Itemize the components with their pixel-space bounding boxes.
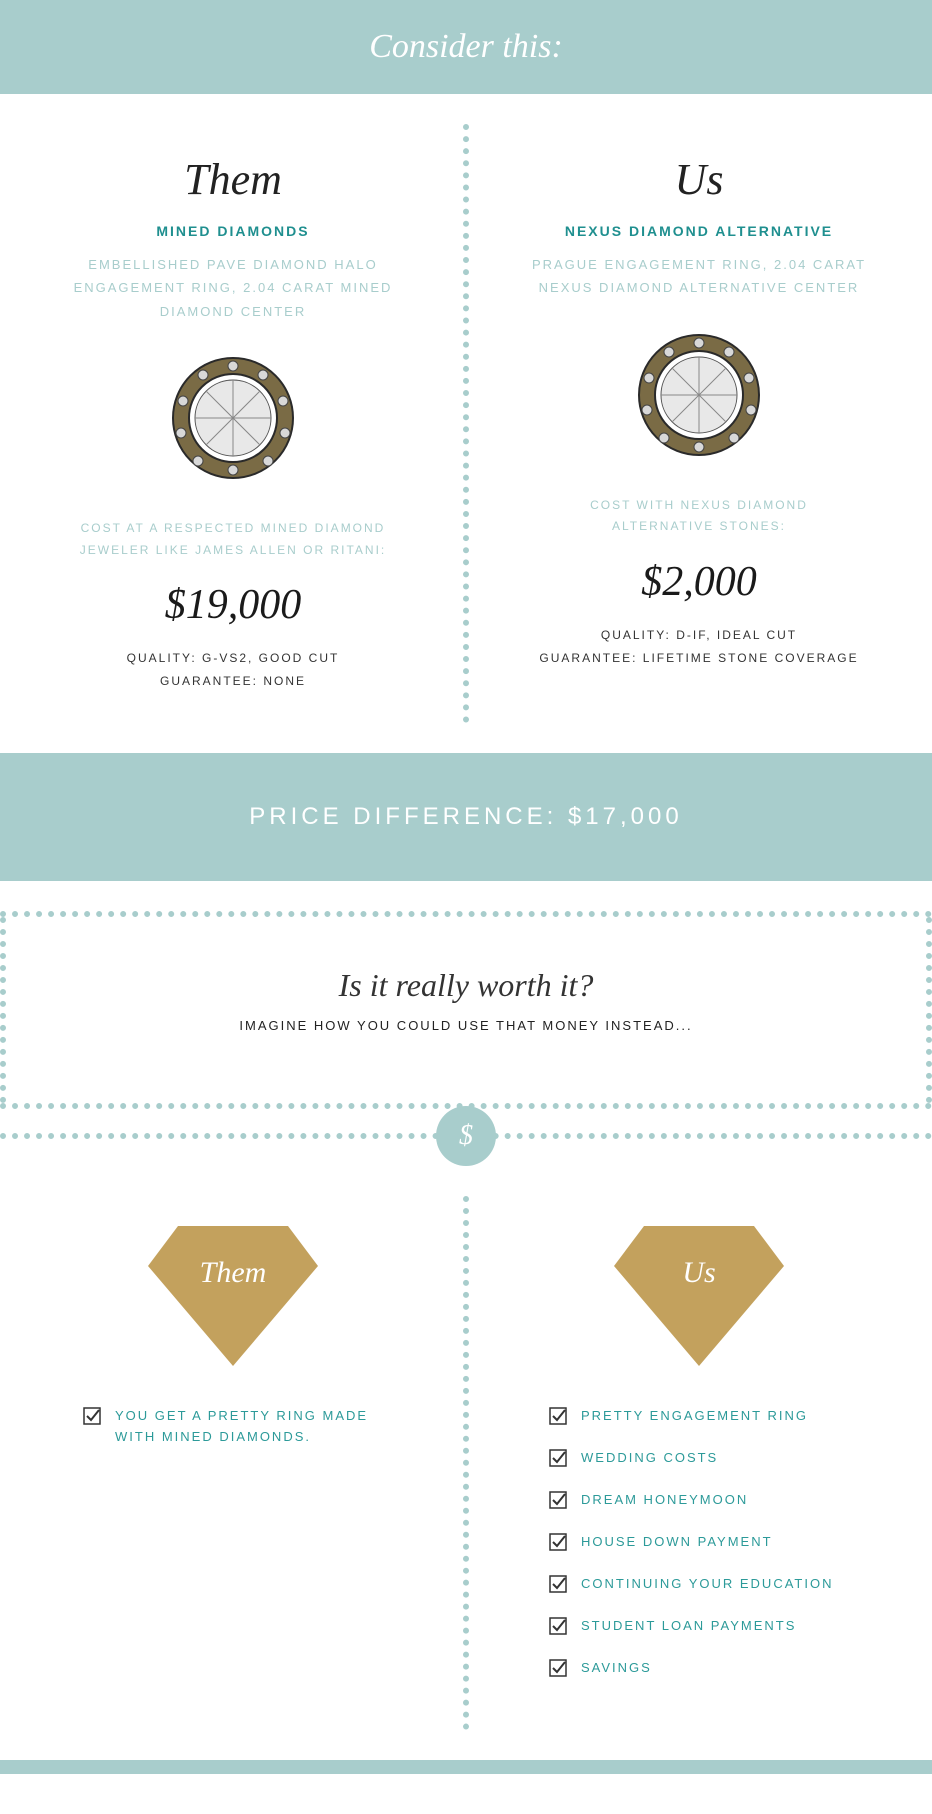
footer-bar [0, 1760, 932, 1774]
us-quality: QUALITY: D-IF, IDEAL CUT [516, 624, 882, 647]
list-item: DREAM HONEYMOON [549, 1490, 849, 1514]
list-item-text: WEDDING COSTS [581, 1448, 718, 1469]
list-item: PRETTY ENGAGEMENT RING [549, 1406, 849, 1430]
them-benefits-column: Them YOU GET A PRETTY RING MADE WITH MIN… [0, 1206, 466, 1700]
list-item: WEDDING COSTS [549, 1448, 849, 1472]
list-item-text: SAVINGS [581, 1658, 652, 1679]
us-guarantee: GUARANTEE: LIFETIME STONE COVERAGE [516, 647, 882, 670]
diamond-icon: Them [148, 1226, 318, 1366]
them-desc: EMBELLISHED PAVE DIAMOND HALO ENGAGEMENT… [63, 253, 403, 323]
checkbox-icon [549, 1449, 567, 1472]
worth-title: Is it really worth it? [20, 967, 912, 1004]
us-column: Us NEXUS DIAMOND ALTERNATIVE PRAGUE ENGA… [466, 154, 932, 693]
us-subhead: NEXUS DIAMOND ALTERNATIVE [516, 223, 882, 239]
diamond-icon: Us [614, 1226, 784, 1366]
vertical-divider [463, 124, 469, 723]
them-diamond-label: Them [200, 1256, 267, 1290]
them-quality: QUALITY: G-VS2, GOOD CUT [50, 647, 416, 670]
list-item: STUDENT LOAN PAYMENTS [549, 1616, 849, 1640]
dollar-row: $ [0, 1106, 932, 1166]
us-costlabel: COST WITH NEXUS DIAMOND ALTERNATIVE STON… [539, 495, 859, 538]
checkbox-icon [549, 1575, 567, 1598]
checkbox-icon [549, 1659, 567, 1682]
checkbox-icon [549, 1617, 567, 1640]
us-checklist: PRETTY ENGAGEMENT RING WEDDING COSTS DREAM… [549, 1406, 849, 1682]
list-item: SAVINGS [549, 1658, 849, 1682]
us-desc: PRAGUE ENGAGEMENT RING, 2.04 CARAT NEXUS… [529, 253, 869, 300]
checkbox-icon [549, 1491, 567, 1514]
list-item: YOU GET A PRETTY RING MADE WITH MINED DI… [83, 1406, 383, 1448]
ring-icon [516, 330, 882, 465]
vertical-divider [463, 1196, 469, 1730]
them-title: Them [50, 154, 416, 205]
list-item: HOUSE DOWN PAYMENT [549, 1532, 849, 1556]
price-diff-banner: PRICE DIFFERENCE: $17,000 [0, 753, 932, 881]
list-item-text: STUDENT LOAN PAYMENTS [581, 1616, 796, 1637]
them-subhead: MINED DIAMONDS [50, 223, 416, 239]
checkbox-icon [83, 1407, 101, 1430]
header-title: Consider this: [0, 28, 932, 66]
list-item-text: CONTINUING YOUR EDUCATION [581, 1574, 833, 1595]
them-column: Them MINED DIAMONDS EMBELLISHED PAVE DIA… [0, 154, 466, 693]
list-item-text: DREAM HONEYMOON [581, 1490, 748, 1511]
list-item-text: PRETTY ENGAGEMENT RING [581, 1406, 808, 1427]
comparison-section: Them MINED DIAMONDS EMBELLISHED PAVE DIA… [0, 94, 932, 753]
us-price: $2,000 [516, 558, 882, 606]
them-price: $19,000 [50, 581, 416, 629]
us-diamond-label: Us [682, 1256, 715, 1290]
list-item-text: YOU GET A PRETTY RING MADE WITH MINED DI… [115, 1406, 383, 1448]
them-checklist: YOU GET A PRETTY RING MADE WITH MINED DI… [83, 1406, 383, 1448]
checkbox-icon [549, 1533, 567, 1556]
worth-sub: IMAGINE HOW YOU COULD USE THAT MONEY INS… [20, 1018, 912, 1033]
them-guarantee: GUARANTEE: NONE [50, 670, 416, 693]
price-diff-text: PRICE DIFFERENCE: $17,000 [249, 803, 682, 830]
checkbox-icon [549, 1407, 567, 1430]
header-banner: Consider this: [0, 0, 932, 94]
dollar-badge-icon: $ [436, 1106, 496, 1166]
them-costlabel: COST AT A RESPECTED MINED DIAMOND JEWELE… [73, 518, 393, 561]
list-item-text: HOUSE DOWN PAYMENT [581, 1532, 773, 1553]
us-benefits-column: Us PRETTY ENGAGEMENT RING WEDDING COSTS DR… [466, 1206, 932, 1700]
us-title: Us [516, 154, 882, 205]
list-item: CONTINUING YOUR EDUCATION [549, 1574, 849, 1598]
ring-icon [50, 353, 416, 488]
benefits-section: Them YOU GET A PRETTY RING MADE WITH MIN… [0, 1166, 932, 1760]
worth-box: Is it really worth it? IMAGINE HOW YOU C… [0, 911, 932, 1109]
